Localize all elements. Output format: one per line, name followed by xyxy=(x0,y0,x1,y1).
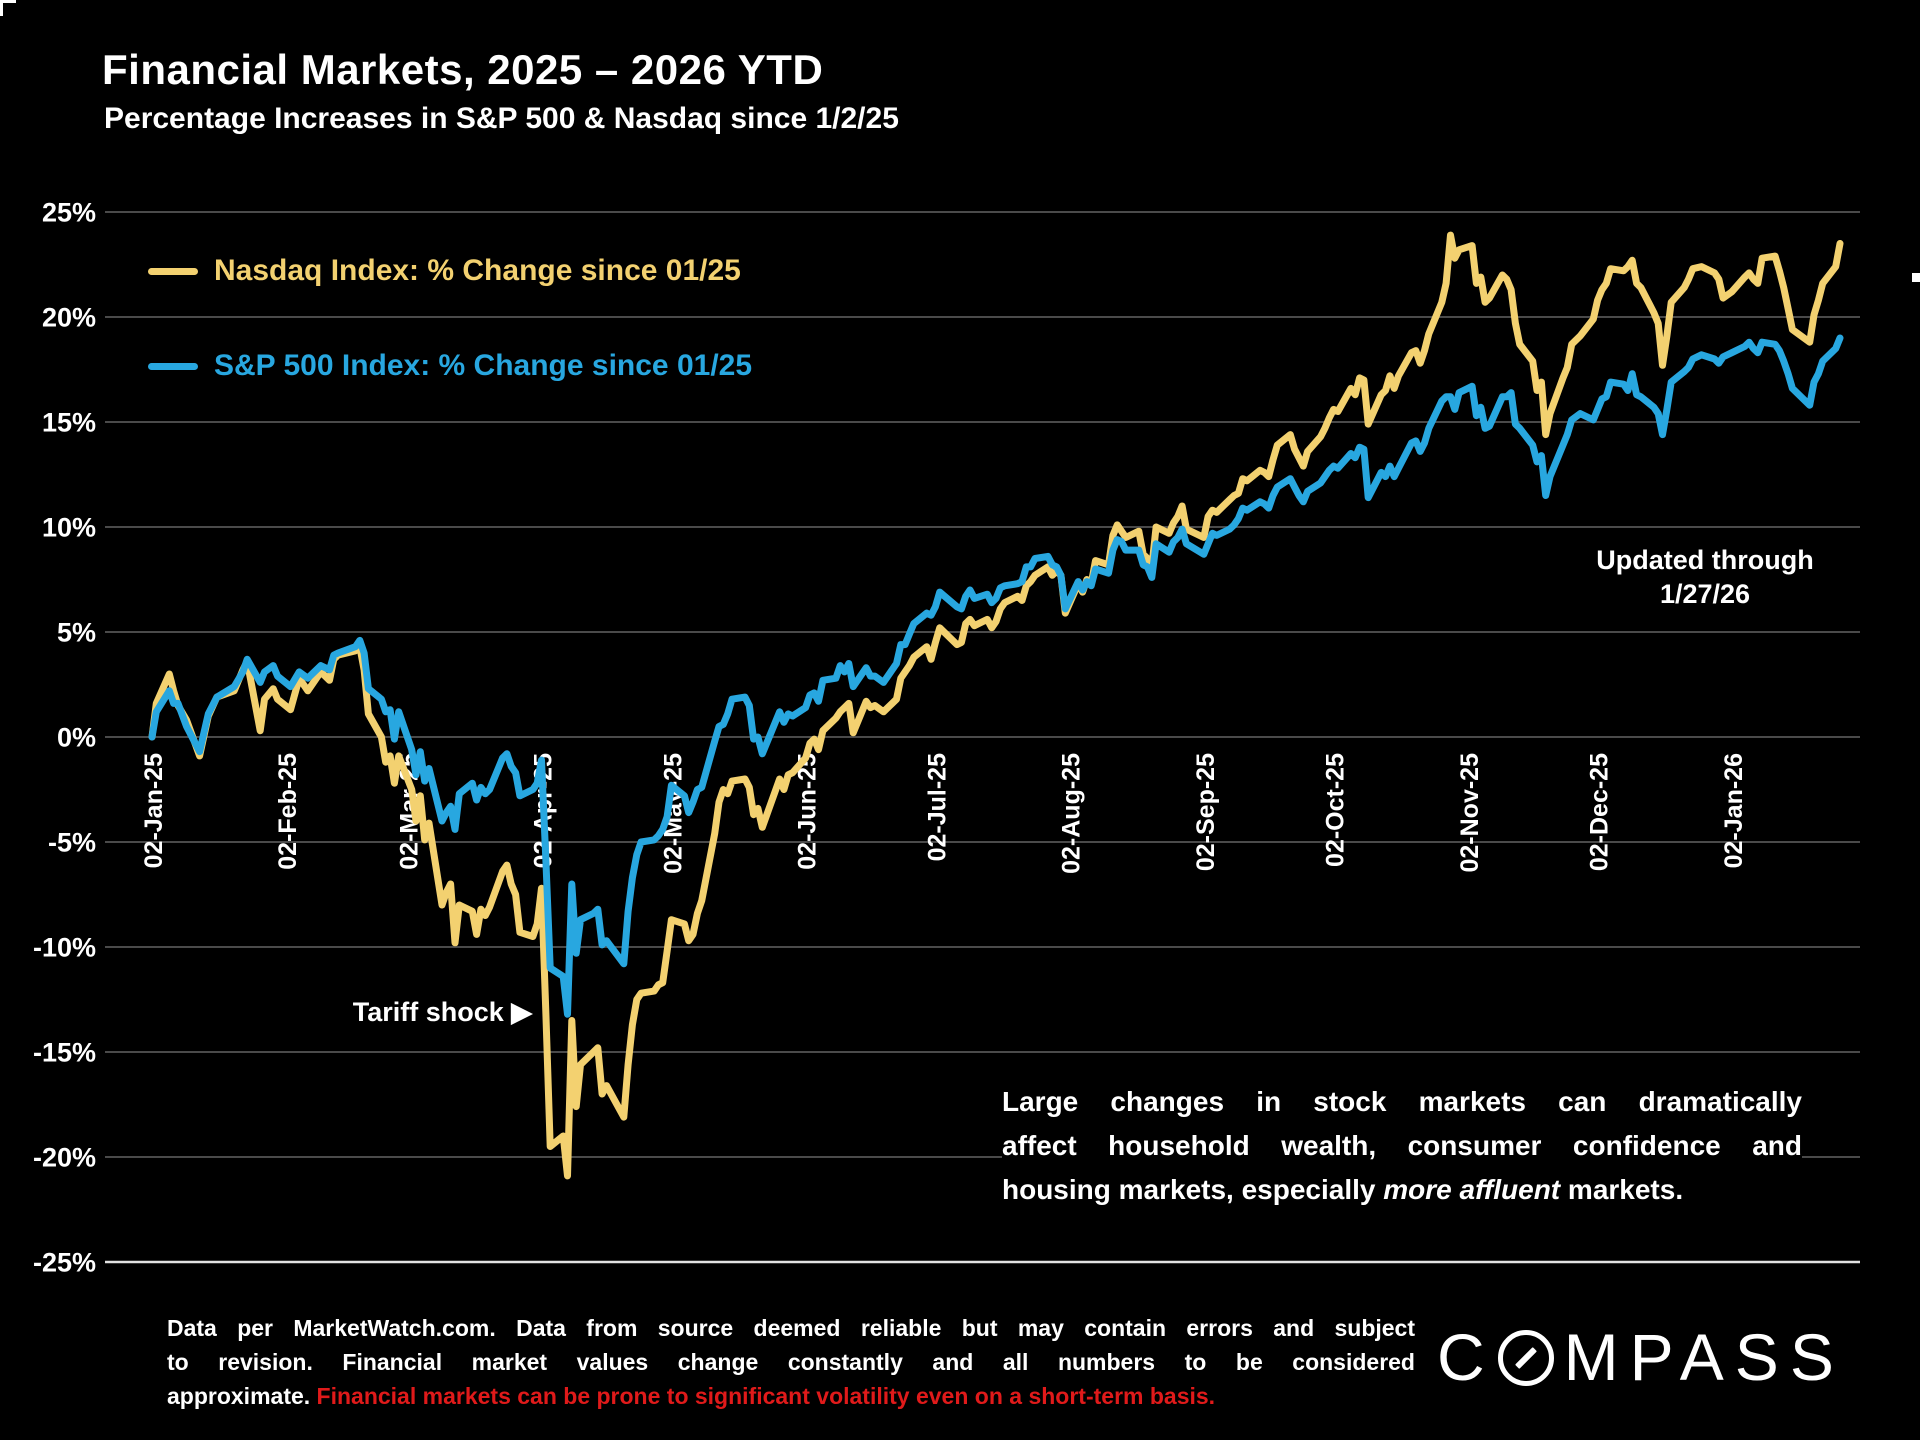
note-line1: Large changes in stock markets can drama… xyxy=(1002,1086,1802,1117)
legend-label-nasdaq: Nasdaq Index: % Change since 01/25 xyxy=(214,254,741,287)
sp500-line-swatch xyxy=(148,362,198,370)
y-axis-tick-label: -10% xyxy=(33,933,96,963)
x-axis-tick-label: 02-Aug-25 xyxy=(1058,753,1086,874)
disclaimer-line3: approximate. Financial markets can be pr… xyxy=(167,1383,1216,1409)
nasdaq-line xyxy=(148,231,1844,1180)
disclaimer-line1: Data per MarketWatch.com. Data from sour… xyxy=(167,1315,1415,1341)
corner-mark-top-left-h xyxy=(0,0,16,3)
page-subtitle: Percentage Increases in S&P 500 & Nasdaq… xyxy=(104,102,899,135)
page-title: Financial Markets, 2025 – 2026 YTD xyxy=(102,46,824,93)
compass-slashed-o-icon xyxy=(1497,1330,1554,1386)
x-axis-tick-label: 02-Jul-25 xyxy=(923,753,951,861)
logo-letters-mpass: MPASS xyxy=(1563,1320,1845,1394)
y-axis-tick-label: 0% xyxy=(57,723,96,753)
updated-through-line1: Updated through xyxy=(1596,545,1814,575)
edge-mark-right xyxy=(1912,273,1920,282)
nasdaq-line-swatch xyxy=(148,267,198,275)
note-box: Large changes in stock markets can drama… xyxy=(1002,1080,1802,1212)
disclaimer-line2: to revision. Financial market values cha… xyxy=(167,1349,1415,1375)
legend-label-sp500: S&P 500 Index: % Change since 01/25 xyxy=(214,349,753,382)
compass-logo: C MPASS xyxy=(1437,1324,1845,1390)
y-axis-tick-label: -5% xyxy=(48,828,96,858)
x-axis-tick-label: 02-Dec-25 xyxy=(1586,753,1614,871)
updated-through-annotation: Updated through 1/27/26 xyxy=(1555,543,1855,611)
x-axis-tick-label: 02-Jun-25 xyxy=(794,753,822,870)
y-axis-tick-label: -25% xyxy=(33,1248,96,1278)
note-line3: housing markets, especially more affluen… xyxy=(1002,1174,1684,1205)
y-axis-tick-label: 20% xyxy=(42,303,96,333)
note-line2: affect household wealth, consumer confid… xyxy=(1002,1130,1802,1161)
compass-needle-icon xyxy=(1514,1347,1537,1369)
x-axis-tick-label: 02-Sep-25 xyxy=(1192,753,1220,871)
corner-mark-top-left-v xyxy=(0,0,3,16)
y-axis-tick-label: 5% xyxy=(57,618,96,648)
x-axis-tick-label: 02-Feb-25 xyxy=(274,753,302,870)
tariff-shock-annotation: Tariff shock ▶ xyxy=(352,997,532,1027)
x-axis-tick-label: 02-May-25 xyxy=(659,753,687,874)
x-axis-tick-label: 02-Jan-25 xyxy=(140,753,168,868)
x-axis-tick-label: 02-Oct-25 xyxy=(1322,753,1350,867)
y-axis-tick-label: 15% xyxy=(42,408,96,438)
x-axis-tick-label: 02-Jan-26 xyxy=(1720,753,1748,868)
y-axis-tick-label: -20% xyxy=(33,1143,96,1173)
legend-item-sp500: S&P 500 Index: % Change since 01/25 xyxy=(148,347,752,385)
x-axis-tick-label: 02-Nov-25 xyxy=(1456,753,1484,873)
y-axis-tick-label: -15% xyxy=(33,1038,96,1068)
disclaimer-warning-red: Financial markets can be prone to signif… xyxy=(316,1383,1216,1409)
disclaimer: Data per MarketWatch.com. Data from sour… xyxy=(167,1311,1415,1413)
y-axis-tick-label: 10% xyxy=(42,513,96,543)
updated-through-line2: 1/27/26 xyxy=(1659,579,1751,609)
sp500-line xyxy=(148,334,1844,1018)
y-axis-tick-label: 25% xyxy=(42,198,96,228)
logo-letter-c: C xyxy=(1437,1320,1496,1394)
legend-item-nasdaq: Nasdaq Index: % Change since 01/25 xyxy=(148,252,741,290)
